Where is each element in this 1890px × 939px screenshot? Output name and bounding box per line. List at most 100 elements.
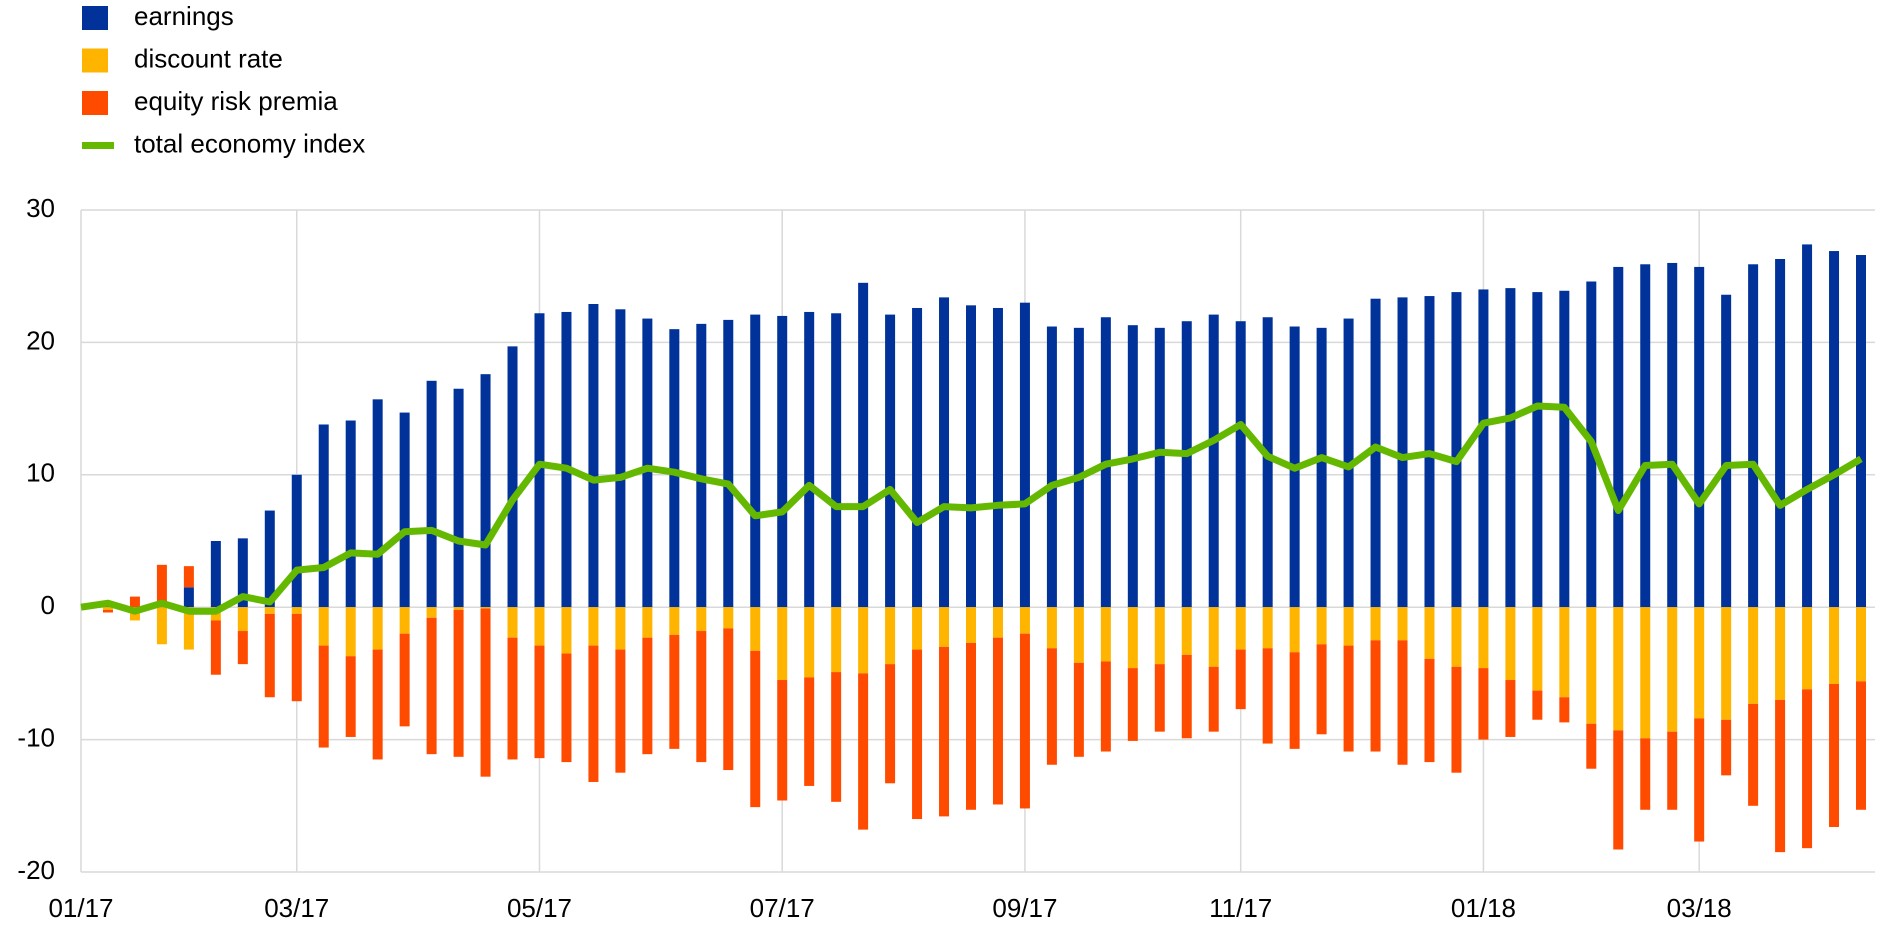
- bar: [453, 388, 464, 608]
- bar: [372, 399, 383, 608]
- bar: [1127, 668, 1138, 741]
- bar: [1694, 718, 1705, 842]
- bar: [1532, 690, 1543, 720]
- bar: [723, 607, 734, 629]
- bar: [831, 607, 842, 673]
- bar: [939, 646, 950, 817]
- bar: [1559, 697, 1570, 723]
- bar: [1640, 738, 1651, 810]
- x-tick-label: 03/18: [1667, 893, 1732, 923]
- bar: [291, 613, 302, 702]
- bar: [750, 650, 761, 808]
- bar: [237, 631, 248, 665]
- bar: [1748, 703, 1759, 806]
- bar: [939, 607, 950, 647]
- bar: [480, 374, 491, 608]
- bar: [615, 309, 626, 608]
- bar: [237, 607, 248, 632]
- bar: [1289, 652, 1300, 749]
- legend-swatch: [82, 142, 114, 149]
- bar: [1451, 666, 1462, 773]
- bar: [1802, 244, 1813, 608]
- bar: [1640, 607, 1651, 739]
- bar: [588, 304, 599, 608]
- bar: [1613, 730, 1624, 850]
- legend-label: discount rate: [134, 43, 283, 73]
- bar: [804, 677, 815, 786]
- bar: [1154, 664, 1165, 732]
- bar: [1451, 607, 1462, 667]
- bar: [1343, 645, 1354, 752]
- bar: [1829, 251, 1840, 608]
- bar: [1775, 607, 1786, 700]
- bar: [1775, 699, 1786, 853]
- bar: [399, 633, 410, 727]
- bar: [912, 607, 923, 650]
- bar: [156, 564, 167, 608]
- bar: [669, 635, 680, 749]
- y-tick-label: 20: [26, 325, 55, 355]
- y-tick-label: 0: [41, 590, 55, 620]
- bar: [1073, 327, 1084, 608]
- bar: [669, 329, 680, 608]
- bar: [1667, 607, 1678, 732]
- bar: [642, 607, 653, 638]
- bar: [561, 311, 572, 608]
- bar: [642, 637, 653, 755]
- bar: [615, 649, 626, 773]
- bar: [1019, 633, 1030, 809]
- bar: [750, 314, 761, 608]
- bar: [615, 607, 626, 650]
- bar: [372, 649, 383, 760]
- bar: [1721, 719, 1732, 776]
- bar: [1208, 314, 1219, 608]
- bar: [1532, 292, 1543, 608]
- bar: [858, 282, 869, 608]
- bar: [912, 307, 923, 608]
- bar: [831, 672, 842, 802]
- bar: [1613, 607, 1624, 731]
- bar: [588, 645, 599, 782]
- bar: [480, 608, 491, 777]
- bar: [1802, 607, 1813, 690]
- bar: [669, 607, 680, 636]
- bar: [534, 607, 545, 646]
- bar: [264, 510, 275, 608]
- bar: [1856, 607, 1866, 682]
- bar: [345, 420, 356, 608]
- bar: [1208, 607, 1219, 667]
- bar: [453, 609, 464, 757]
- bar: [1397, 297, 1408, 608]
- bar: [1100, 607, 1111, 662]
- bar: [804, 607, 815, 678]
- bar: [1478, 668, 1489, 740]
- bar: [1046, 607, 1057, 649]
- bar: [264, 607, 275, 614]
- bar: [1208, 666, 1219, 732]
- bar: [992, 637, 1003, 805]
- x-tick-label: 05/17: [507, 893, 572, 923]
- bar: [372, 607, 383, 650]
- bar: [696, 631, 707, 763]
- bar: [992, 607, 1003, 638]
- bar: [210, 541, 221, 608]
- bar: [1370, 298, 1381, 608]
- bar: [1829, 683, 1840, 827]
- bar: [1667, 262, 1678, 608]
- legend-swatch: [82, 6, 108, 30]
- bar: [183, 587, 194, 608]
- bar: [831, 313, 842, 608]
- bar: [1505, 680, 1516, 737]
- bar: [1262, 317, 1273, 608]
- bar: [1694, 607, 1705, 719]
- bar: [885, 607, 896, 665]
- bar: [1073, 662, 1084, 757]
- x-tick-label: 07/17: [750, 893, 815, 923]
- bar: [777, 607, 788, 681]
- bar: [1181, 607, 1192, 655]
- bar: [1478, 607, 1489, 669]
- bar: [129, 596, 140, 608]
- bar: [1721, 607, 1732, 720]
- legend-label: earnings: [134, 1, 234, 31]
- bar: [237, 538, 248, 608]
